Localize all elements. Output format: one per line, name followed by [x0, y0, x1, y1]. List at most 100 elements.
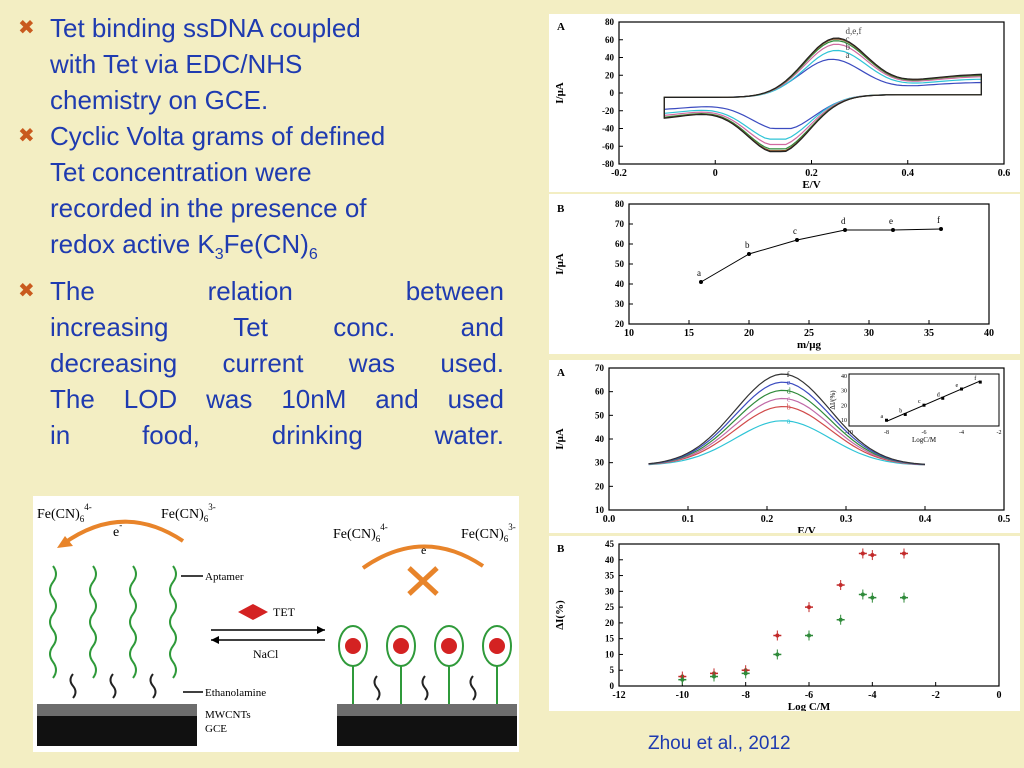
dpv-curve-label: a — [787, 417, 791, 426]
scatter-marker-green — [902, 595, 906, 600]
y-tick-label: 60 — [615, 239, 625, 249]
inset-x-label: LogC/M — [912, 436, 937, 444]
y-tick-label: 40 — [615, 279, 625, 289]
x-tick-label: -8 — [741, 690, 749, 701]
scatter-marker-red — [902, 551, 906, 556]
y-tick-label: 50 — [595, 410, 605, 420]
x-tick-label: 40 — [984, 328, 994, 339]
inset-point-label: d — [937, 392, 940, 398]
dpv-curve-label: c — [787, 394, 791, 403]
x-tick-label: 0.1 — [682, 514, 695, 525]
y-axis-label: I/μA — [554, 253, 566, 275]
x-tick-label: -2 — [931, 690, 939, 701]
inset-point — [978, 380, 982, 384]
aptamer-label: Aptamer — [205, 571, 244, 583]
x-tick-label: -4 — [868, 690, 876, 701]
chart-dpv-svg: 0.0 0.1 0.2 0.3 0.4 0.5 70 60 50 40 30 20 10 E/V I/μA A… — [554, 363, 1011, 537]
x-axis-label: m/μg — [797, 339, 821, 351]
legend-entry: d,e,f — [845, 26, 861, 36]
x-bullet-icon: ✖ — [18, 17, 35, 39]
mass-point-label: f — [937, 215, 940, 225]
aptamer-strands-left — [49, 565, 177, 679]
legend-entry: a — [845, 50, 849, 60]
y-tick-label: 70 — [595, 363, 605, 373]
scatter-marker-green — [680, 677, 685, 682]
dpv-curve-a — [648, 420, 926, 466]
y-axis-label: I/μA — [554, 428, 566, 450]
bullet-3-line-1: The relation between — [50, 276, 504, 307]
y-tick-label: 10 — [595, 505, 605, 515]
cv-curve-f — [663, 37, 982, 153]
x-tick-label: 0 — [997, 690, 1002, 701]
x-tick-label: 0.5 — [998, 514, 1011, 525]
plot-frame — [618, 21, 1005, 165]
x-tick-label: 0.0 — [603, 514, 616, 525]
bullet-2-line-1: Cyclic Volta grams of defined — [50, 121, 386, 151]
arrowhead-icon — [57, 536, 73, 548]
inset-x-tick-label: -10 — [845, 430, 853, 436]
inset-y-tick-label: 30 — [841, 389, 847, 395]
inset-frame — [848, 373, 1000, 427]
reverse-arrowhead-icon — [211, 636, 219, 644]
y-tick-label: 50 — [615, 259, 625, 269]
panel-letter: A — [557, 21, 565, 33]
bullet-2: ✖ Cyclic Volta grams of defined Tet conc… — [14, 118, 504, 273]
nacl-label: NaCl — [253, 647, 279, 661]
x-axis-label: Log C/M — [788, 701, 831, 711]
dpv-curve-c — [648, 397, 926, 466]
gce-label: GCE — [205, 723, 227, 735]
inset-point-label: e — [956, 383, 959, 389]
y-tick-label: 70 — [615, 219, 625, 229]
x-tick-label: 30 — [864, 328, 874, 339]
plot-frame — [618, 543, 1000, 687]
scatter-marker-green — [860, 592, 865, 597]
dpv-curve-f — [648, 373, 926, 465]
y-axis-label: I/μA — [554, 82, 566, 104]
forward-arrowhead-icon — [317, 626, 325, 634]
x-tick-label: 0.6 — [998, 168, 1011, 179]
scatter-marker-green — [870, 595, 875, 600]
x-tick-label: 0.4 — [919, 514, 932, 525]
mass-point-label: d — [841, 216, 846, 226]
dpv-curve-label: d — [787, 386, 791, 395]
x-tick-label: 0.3 — [840, 514, 853, 525]
y-tick-label: 30 — [615, 299, 625, 309]
bullet-3-line-3: decreasing current was used. — [50, 348, 504, 379]
y-tick-label: -40 — [602, 124, 614, 134]
scatter-marker-green — [838, 617, 843, 622]
inset-point — [903, 412, 907, 416]
x-tick-label: -0.2 — [611, 168, 627, 179]
scatter-marker-red — [870, 553, 875, 558]
inset-point-label: c — [918, 399, 921, 405]
scatter-marker-green — [712, 674, 716, 679]
tet-molecule-icon — [238, 604, 268, 620]
x-tick-label: 15 — [684, 328, 694, 339]
panel-letter: B — [557, 203, 565, 215]
ethanolamine-marks-left — [69, 673, 157, 699]
inset-x-tick-label: -2 — [997, 430, 1002, 436]
gce-electrode-right — [337, 716, 517, 746]
bullet-2-line-4: redox active K3Fe(CN)6 — [50, 229, 318, 264]
dpv-curve-e — [648, 381, 926, 465]
bound-complexes-right — [338, 625, 512, 704]
inset-x-tick-label: -8 — [884, 430, 889, 436]
y-tick-label: 20 — [605, 70, 615, 80]
y-axis-label: ΔI(%) — [554, 600, 566, 630]
bullet-1: ✖ Tet binding ssDNA coupled with Tet via… — [14, 10, 504, 118]
electron-label-right: e — [421, 543, 426, 557]
x-tick-label: 10 — [624, 328, 634, 339]
bullet-2-line-3: recorded in the presence of — [50, 193, 367, 223]
x-axis-label: E/V — [802, 179, 820, 191]
inset-point — [885, 418, 888, 422]
inset-point-label: b — [899, 408, 902, 414]
mass-point-label: c — [793, 226, 797, 236]
y-tick-label: 30 — [595, 458, 605, 468]
y-tick-label: 20 — [615, 319, 625, 329]
y-tick-label: 15 — [605, 634, 615, 644]
y-tick-label: 5 — [610, 665, 615, 675]
y-tick-label: 0 — [610, 88, 615, 98]
left-ion-a: Fe(CN)64- — [37, 502, 92, 524]
bullet-list: ✖ Tet binding ssDNA coupled with Tet via… — [14, 10, 504, 453]
inset-point — [960, 387, 963, 391]
chart-logc: -12 -10 -8 -6 -4 -2 0 45 40 35 30 25 20 15 10 5 0 Log C/M… — [549, 536, 1020, 713]
